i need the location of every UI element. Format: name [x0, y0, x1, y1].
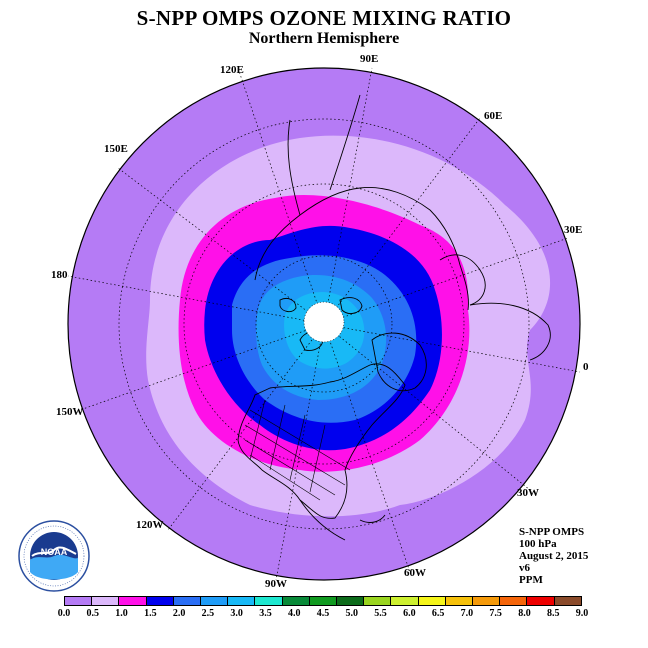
- colorbar-swatch: [201, 597, 229, 605]
- info-instrument: S-NPP OMPS: [519, 526, 585, 538]
- lon-label-30e: 30E: [564, 224, 582, 236]
- colorbar-swatch: [473, 597, 501, 605]
- colorbar-tick-label: 3.5: [259, 608, 272, 619]
- colorbar-swatch: [554, 597, 581, 605]
- colorbar-swatch: [228, 597, 256, 605]
- colorbar-swatch: [146, 597, 174, 605]
- colorbar-tick-label: 7.0: [460, 608, 474, 619]
- noaa-logo-icon: NOAA: [18, 520, 90, 592]
- lon-label-90w: 90W: [265, 578, 287, 590]
- lon-label-180: 180: [51, 269, 68, 281]
- colorbar-swatch: [418, 597, 446, 605]
- lon-label-0: 0: [583, 361, 589, 373]
- colorbar-swatch: [92, 597, 120, 605]
- colorbar-swatch: [364, 597, 392, 605]
- info-date: August 2, 2015: [519, 550, 589, 562]
- info-version: v6: [519, 562, 530, 574]
- lon-label-150e: 150E: [104, 143, 128, 155]
- lon-label-150w: 150W: [56, 406, 84, 418]
- colorbar-tick-label: 6.0: [403, 608, 416, 619]
- colorbar-tick-label: 2.5: [201, 608, 215, 619]
- map-info: S-NPP OMPS 100 hPa August 2, 2015 v6 PPM: [519, 526, 588, 586]
- state-boundaries: [244, 399, 351, 501]
- colorbar-swatch: [173, 597, 202, 605]
- colorbar-tick-label: 5.5: [374, 608, 387, 619]
- colorbar-tick-label: 0.0: [57, 608, 71, 619]
- colorbar-swatch: [65, 597, 93, 605]
- colorbar-tick-label: 5.0: [345, 608, 359, 619]
- colorbar-tick-label: 7.5: [489, 608, 502, 619]
- map-boundary: [67, 67, 581, 581]
- colorbar-tick-label: 3.0: [230, 608, 243, 619]
- lon-label-30w: 30W: [517, 487, 539, 499]
- info-level: 100 hPa: [519, 538, 557, 550]
- colorbar: [64, 596, 582, 606]
- colorbar-swatch: [255, 597, 283, 605]
- coastlines: [237, 94, 551, 541]
- info-units: PPM: [519, 574, 543, 586]
- colorbar-swatch: [391, 597, 419, 605]
- colorbar-tick-label: 0.5: [86, 608, 100, 619]
- colorbar-tick-label: 6.5: [431, 608, 445, 619]
- colorbar-tick-label: 8.0: [518, 608, 531, 619]
- meridians: [67, 67, 581, 581]
- lon-label-90e: 90E: [360, 53, 378, 65]
- latitude-circles: [118, 118, 530, 530]
- lon-label-120e: 120E: [220, 64, 244, 76]
- lon-label-60w: 60W: [404, 567, 426, 579]
- colorbar-swatch: [500, 597, 528, 605]
- colorbar-swatch: [445, 597, 474, 605]
- polar-gap: [303, 301, 345, 343]
- colorbar-tick-label: 8.5: [546, 608, 560, 619]
- longitude-labels: 90E 60E 30E 0 30W 60W 90W 120W 150W 180 …: [51, 53, 589, 590]
- colorbar-tick-label: 4.0: [287, 608, 301, 619]
- colorbar-swatch: [337, 597, 365, 605]
- map-subtitle: Northern Hemisphere: [248, 30, 400, 47]
- colorbar-ticks: 0.0 0.5 1.0 1.5 2.0 2.5 3.0 3.5 4.0 4.5 5.0 5.5 6.0 6…: [58, 608, 589, 622]
- colorbar-swatch: [119, 597, 147, 605]
- logo-text: NOAA: [41, 547, 68, 557]
- map-title: S-NPP OMPS OZONE MIXING RATIO: [136, 6, 512, 30]
- colorbar-tick-label: 1.5: [144, 608, 157, 619]
- colorbar-tick-label: 1.0: [115, 608, 128, 619]
- colorbar-swatch: [309, 597, 338, 605]
- lon-label-60e: 60E: [484, 110, 502, 122]
- lon-label-120w: 120W: [136, 519, 164, 531]
- colorbar-tick-label: 9.0: [575, 608, 589, 619]
- colorbar-tick-label: 2.0: [172, 608, 186, 619]
- colorbar-swatch: [527, 597, 555, 605]
- colorbar-tick-label: 4.5: [316, 608, 330, 619]
- colorbar-swatch: [282, 597, 310, 605]
